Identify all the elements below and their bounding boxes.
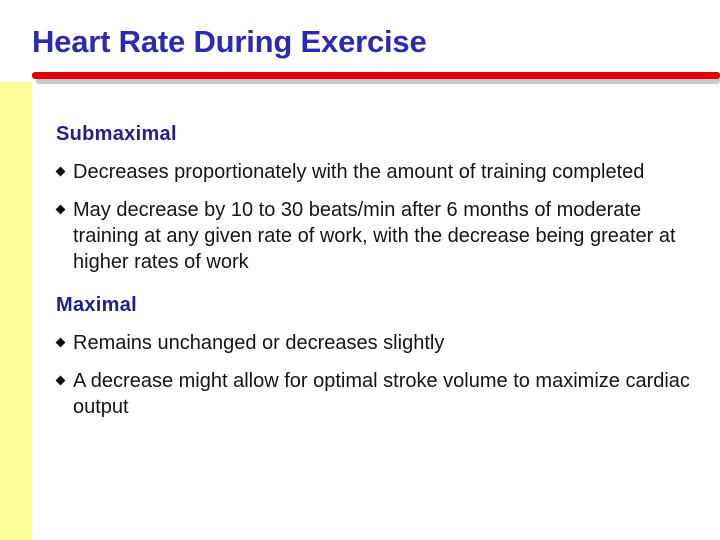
section-maximal: Maximal Remains unchanged or decreases s…: [55, 293, 696, 420]
bullet-item: Remains unchanged or decreases slightly: [55, 330, 696, 356]
bullet-item: Decreases proportionately with the amoun…: [55, 159, 696, 185]
bullet-text: Remains unchanged or decreases slightly: [73, 332, 445, 354]
left-accent-stripe: [0, 82, 32, 540]
section-heading-submaximal: Submaximal: [56, 123, 177, 145]
bullet-text: A decrease might allow for optimal strok…: [73, 370, 690, 418]
diamond-bullet-icon: [55, 204, 66, 215]
bullet-item: May decrease by 10 to 30 beats/min after…: [55, 197, 696, 275]
bullet-item: A decrease might allow for optimal strok…: [55, 368, 696, 420]
bullet-text: May decrease by 10 to 30 beats/min after…: [73, 199, 676, 273]
diamond-bullet-icon: [55, 166, 66, 177]
section-heading-maximal: Maximal: [56, 294, 138, 316]
diamond-bullet-icon: [55, 337, 66, 348]
slide-title: Heart Rate During Exercise: [32, 24, 427, 59]
section-submaximal: Submaximal Decreases proportionately wit…: [55, 122, 696, 275]
bullet-text: Decreases proportionately with the amoun…: [73, 161, 645, 183]
title-rule: [32, 72, 720, 79]
slide-content: Submaximal Decreases proportionately wit…: [55, 122, 696, 420]
title-rule-shadow: [36, 77, 720, 84]
diamond-bullet-icon: [55, 375, 66, 386]
bullet-list-maximal: Remains unchanged or decreases slightly …: [55, 330, 696, 420]
bullet-list-submaximal: Decreases proportionately with the amoun…: [55, 159, 696, 275]
